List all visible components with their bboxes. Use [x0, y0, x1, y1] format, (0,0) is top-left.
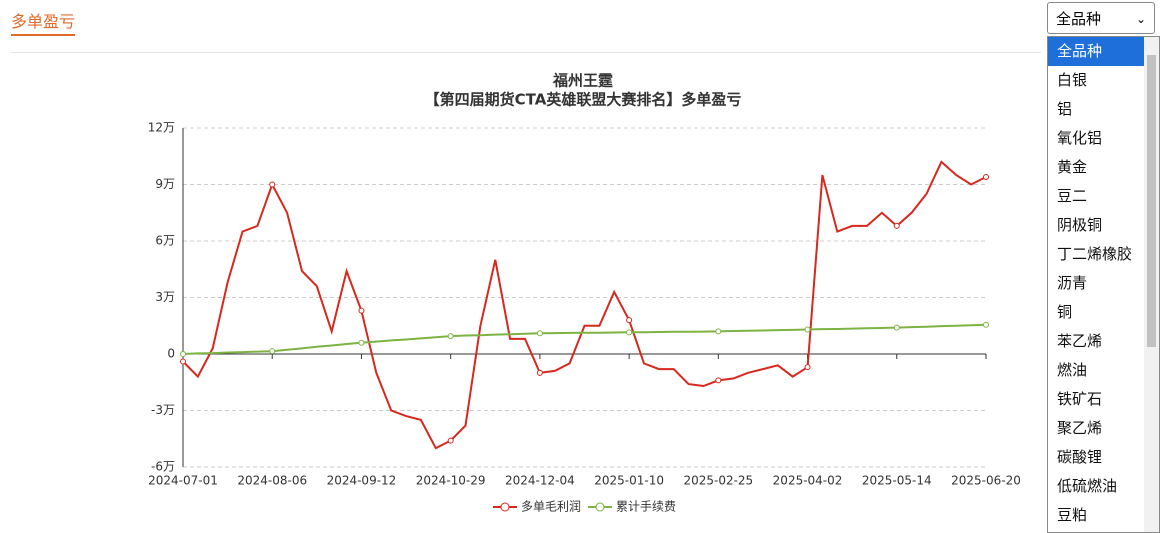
- divider: [11, 52, 1041, 53]
- y-tick-label: -3万: [151, 403, 175, 417]
- x-tick-label: 2024-07-01: [148, 474, 218, 488]
- scrollbar[interactable]: [1144, 37, 1159, 532]
- chart-title: 福州王霆: [552, 72, 613, 90]
- option[interactable]: 铜: [1057, 303, 1073, 321]
- x-tick-label: 2024-08-06: [237, 474, 307, 488]
- point-marker: [626, 317, 633, 324]
- x-tick-label: 2025-02-25: [683, 474, 753, 488]
- option[interactable]: 白银: [1057, 71, 1088, 89]
- option[interactable]: 氧化铝: [1057, 129, 1103, 147]
- chart: 福州王霆 【第四届期货CTA英雄联盟大赛排名】多单盈亏 -6万 -3万 0 3万 6万 9…: [148, 72, 1021, 514]
- option[interactable]: 铝: [1057, 100, 1073, 118]
- legend-label: 累计手续费: [616, 500, 676, 514]
- x-tick-label: 2025-05-14: [862, 474, 932, 488]
- point-marker: [447, 333, 454, 340]
- point-marker: [358, 307, 365, 314]
- option[interactable]: 全品种: [1048, 37, 1145, 66]
- option[interactable]: 苯乙烯: [1057, 332, 1103, 350]
- point-marker: [715, 377, 722, 384]
- option[interactable]: 黄金: [1057, 158, 1088, 176]
- selected-option: 全品种: [1056, 10, 1102, 28]
- option[interactable]: 铁矿石: [1057, 390, 1103, 408]
- point-marker: [536, 369, 543, 376]
- x-tick-label: 2025-01-10: [594, 474, 664, 488]
- point-marker: [269, 348, 276, 355]
- point-marker: [983, 173, 989, 180]
- point-marker: [893, 222, 900, 229]
- y-tick-label: -6万: [151, 460, 175, 474]
- x-tick-label: 2025-06-20: [951, 474, 1021, 488]
- scroll-thumb[interactable]: [1147, 55, 1156, 347]
- option[interactable]: 豆粕: [1057, 506, 1088, 524]
- page-title[interactable]: 多单盈亏: [11, 8, 76, 36]
- point-marker: [715, 328, 722, 335]
- point-marker: [447, 437, 454, 444]
- point-marker: [626, 329, 633, 336]
- series-line: [182, 160, 987, 450]
- point-marker: [358, 339, 365, 346]
- point-marker: [180, 358, 186, 365]
- point-marker: [269, 181, 276, 188]
- select-arrow: ⌄: [1135, 12, 1146, 26]
- legend-marker: [595, 502, 605, 512]
- variety-select[interactable]: 全品种 ⌄: [1047, 2, 1155, 34]
- y-tick-label: 9万: [155, 177, 175, 191]
- point-marker: [536, 330, 543, 337]
- x-tick-label: 2025-04-02: [773, 474, 843, 488]
- option[interactable]: 碳酸锂: [1057, 448, 1103, 466]
- y-tick-label: 0: [167, 347, 175, 361]
- x-tick-label: 2024-12-04: [505, 474, 575, 488]
- x-tick-label: 2024-10-29: [416, 474, 486, 488]
- option[interactable]: 低硫燃油: [1057, 477, 1118, 495]
- option[interactable]: 阴极铜: [1057, 216, 1103, 234]
- option[interactable]: 豆二: [1057, 187, 1088, 205]
- point-marker: [804, 364, 811, 371]
- legend-label: 多单毛利润: [521, 500, 581, 514]
- point-marker: [983, 321, 989, 328]
- chart-subtitle: 【第四届期货CTA英雄联盟大赛排名】多单盈亏: [425, 91, 742, 109]
- option[interactable]: 丁二烯橡胶: [1057, 245, 1133, 263]
- point-marker: [180, 351, 186, 357]
- option[interactable]: 燃油: [1057, 361, 1088, 379]
- option[interactable]: 聚乙烯: [1057, 419, 1103, 437]
- point-marker: [804, 326, 811, 333]
- y-tick-label: 12万: [148, 121, 175, 135]
- x-tick-label: 2024-09-12: [327, 474, 397, 488]
- point-marker: [893, 324, 900, 331]
- option[interactable]: 沥青: [1057, 274, 1088, 292]
- y-tick-label: 6万: [155, 234, 175, 248]
- legend-marker: [500, 502, 510, 512]
- option-list: 全品种白银铝氧化铝黄金豆二阴极铜丁二烯橡胶沥青铜苯乙烯燃油铁矿石聚乙烯碳酸锂低硫…: [1047, 36, 1160, 533]
- y-tick-label: 3万: [155, 290, 175, 304]
- series-line: [182, 323, 987, 355]
